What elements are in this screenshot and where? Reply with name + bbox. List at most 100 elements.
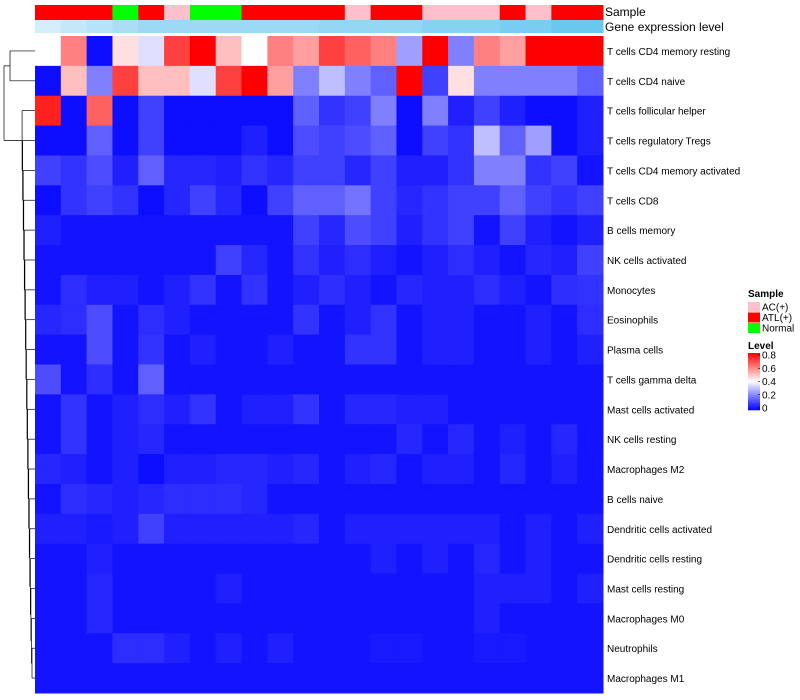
heatmap-cell [396,304,423,336]
expression-track-label: Gene expression level [605,20,724,34]
heatmap-cell [551,603,578,634]
heatmap-cell [189,454,217,485]
sample-annotation-cell [60,5,88,20]
level-legend-gradient [748,374,760,377]
heatmap-cell [499,424,527,455]
expression-annotation-cell [499,20,527,33]
heatmap-cell [422,364,449,395]
heatmap-cell [473,603,501,634]
heatmap-cell [112,573,139,604]
heatmap-cell [215,274,243,306]
heatmap-cell [422,245,449,276]
heatmap-cell [525,215,552,246]
heatmap-cell [35,394,62,425]
heatmap-cell [267,274,294,306]
heatmap-cell [473,155,501,186]
level-legend-gradient [748,404,760,407]
heatmap-cell [422,36,449,67]
heatmap-cell [164,155,191,186]
heatmap-cell [473,454,501,485]
level-legend-gradient [748,361,760,364]
heatmap-cell [164,573,191,604]
heatmap-cell [344,573,372,604]
heatmap-cell [319,424,346,455]
sample-annotation-cell [473,5,501,20]
heatmap-cell [112,185,139,216]
heatmap-cell [164,185,191,216]
heatmap-cell [344,95,372,127]
heatmap-cell [35,65,62,97]
sample-legend-swatch [748,312,760,323]
expression-annotation-cell [473,20,501,33]
heatmap-cell [473,95,501,127]
heatmap-cell [448,633,475,664]
row-label: Monocytes [607,286,655,297]
heatmap-cell [396,65,423,97]
heatmap-cell [60,513,88,545]
expression-annotation-cell [344,20,372,33]
heatmap-cell [293,633,320,664]
heatmap-cell [35,215,62,246]
heatmap-cell [422,663,449,694]
heatmap-cell [422,125,449,156]
heatmap-cell [448,483,475,515]
heatmap-cell [164,633,191,664]
heatmap-cell [138,394,165,425]
heatmap-cell [525,125,552,156]
heatmap-cell [189,513,217,545]
heatmap-cell [189,65,217,97]
heatmap-cell [499,155,527,186]
heatmap-cell [138,155,165,186]
expression-annotation-cell [551,20,578,33]
sample-annotation-cell [164,5,191,20]
heatmap-cell [35,603,62,634]
level-legend-gradient [748,365,760,368]
heatmap-cell [267,334,294,365]
heatmap-cell [422,603,449,634]
heatmap-cell [396,364,423,395]
row-label: B cells memory [607,226,675,237]
heatmap-cell [241,483,268,515]
heatmap-cell [164,125,191,156]
heatmap-cell [577,483,604,515]
heatmap-cell [60,334,88,365]
row-label: Neutrophils [607,644,658,655]
heatmap-cell [164,364,191,395]
heatmap-cell [293,274,320,306]
heatmap-cell [86,95,113,127]
heatmap-cell [35,573,62,604]
heatmap-cell [370,95,397,127]
heatmap-cell [319,155,346,186]
heatmap-cell [293,424,320,455]
heatmap-cell [86,483,113,515]
heatmap-cell [35,274,62,306]
heatmap-cell [35,633,62,664]
heatmap-cell [189,424,217,455]
heatmap-cell [86,125,113,156]
level-legend-gradient [748,355,760,358]
heatmap-cell [344,424,372,455]
heatmap-cell [319,603,346,634]
heatmap-cell [86,603,113,634]
sample-annotation-cell [138,5,165,20]
heatmap-cell [499,543,527,575]
heatmap-cell [577,573,604,604]
heatmap-cell [319,513,346,545]
heatmap-cell [35,663,62,694]
heatmap-cell [370,65,397,97]
heatmap-cell [319,304,346,336]
heatmap-cell [189,95,217,127]
heatmap-cell [577,633,604,664]
heatmap-cell [370,364,397,395]
heatmap-cell [112,364,139,395]
heatmap-cell [319,663,346,694]
heatmap-cell [577,185,604,216]
heatmap-cell [267,454,294,485]
heatmap-cell [448,95,475,127]
heatmap-cell [86,513,113,545]
expression-annotation-cell [86,20,113,33]
heatmap-cell [293,334,320,365]
heatmap-cell [525,633,552,664]
heatmap-cell [86,633,113,664]
heatmap-cell [86,364,113,395]
